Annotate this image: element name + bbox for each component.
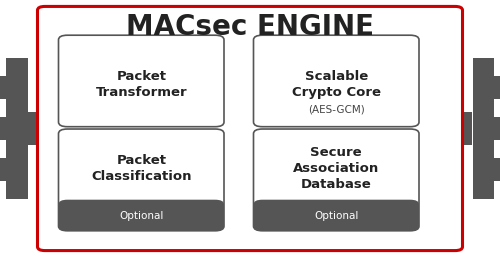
Text: Packet
Classification: Packet Classification: [91, 154, 192, 183]
Text: Secure
Association
Database: Secure Association Database: [293, 146, 380, 191]
Polygon shape: [426, 102, 445, 155]
Text: Scalable
Crypto Core: Scalable Crypto Core: [292, 70, 381, 99]
Bar: [262, 204, 410, 215]
Polygon shape: [55, 102, 74, 155]
Text: Packet
Transformer: Packet Transformer: [96, 70, 187, 99]
Bar: [445, 112, 472, 145]
Bar: [28, 112, 55, 145]
FancyBboxPatch shape: [58, 200, 224, 231]
FancyBboxPatch shape: [58, 129, 224, 231]
FancyBboxPatch shape: [254, 35, 419, 127]
Bar: [494, 158, 500, 181]
Bar: [472, 58, 494, 199]
Bar: [494, 76, 500, 99]
FancyBboxPatch shape: [254, 200, 419, 231]
Bar: [0, 158, 6, 181]
Bar: [494, 117, 500, 140]
Text: Optional: Optional: [314, 211, 358, 221]
Text: (AES-GCM): (AES-GCM): [308, 105, 364, 115]
Bar: [68, 204, 215, 215]
Bar: [0, 76, 6, 99]
Bar: [0, 117, 6, 140]
FancyBboxPatch shape: [254, 129, 419, 231]
FancyBboxPatch shape: [38, 6, 463, 251]
Text: MACsec ENGINE: MACsec ENGINE: [126, 13, 374, 41]
Text: Optional: Optional: [119, 211, 164, 221]
FancyBboxPatch shape: [58, 35, 224, 127]
Bar: [6, 58, 28, 199]
